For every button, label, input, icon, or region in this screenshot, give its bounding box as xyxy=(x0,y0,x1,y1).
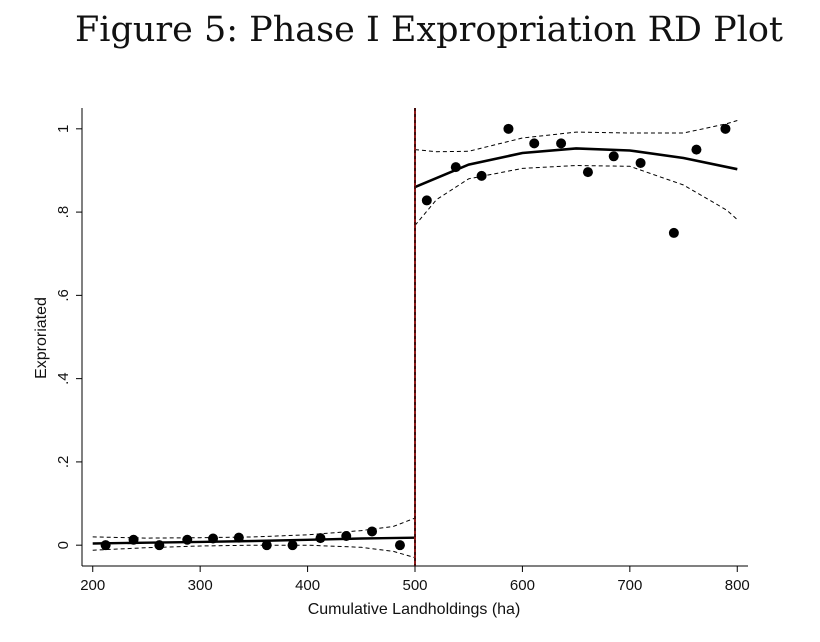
axis-ticks: 200 300 400 500 600 700 800 0 .2 .4 .6 .8 1 xyxy=(55,125,750,594)
x-tick-label: 700 xyxy=(617,577,642,594)
data-point xyxy=(367,526,378,537)
ci-left-upper-line xyxy=(92,517,416,539)
x-axis-label: Cumulative Landholdings (ha) xyxy=(308,601,521,618)
data-point xyxy=(128,534,139,545)
data-point xyxy=(154,540,165,551)
y-tick-label: 1 xyxy=(55,125,72,133)
x-tick-label: 300 xyxy=(188,577,213,594)
data-point xyxy=(529,138,540,149)
data-point xyxy=(261,540,272,551)
data-point xyxy=(450,162,461,173)
data-point xyxy=(691,144,702,155)
data-point xyxy=(421,195,432,206)
x-tick-label: 500 xyxy=(402,577,427,594)
data-point xyxy=(208,533,219,544)
fit-lines xyxy=(92,147,738,545)
data-point xyxy=(315,533,326,544)
y-tick-label: .2 xyxy=(55,456,72,469)
data-point xyxy=(668,227,679,238)
y-axis-label: Exproriated xyxy=(33,297,50,379)
fit-left-line xyxy=(92,536,416,545)
ci-left-lower-line xyxy=(92,544,416,559)
fit-right-line xyxy=(414,147,738,189)
data-point xyxy=(556,138,567,149)
data-point xyxy=(100,540,111,551)
data-point xyxy=(233,532,244,543)
data-point xyxy=(582,167,593,178)
data-point xyxy=(182,534,193,545)
data-point xyxy=(394,540,405,551)
y-tick-label: .6 xyxy=(55,289,72,302)
data-point xyxy=(635,157,646,168)
x-tick-label: 800 xyxy=(725,577,750,594)
x-tick-label: 200 xyxy=(80,577,105,594)
x-tick-label: 400 xyxy=(295,577,320,594)
figure-title: Figure 5: Phase I Expropriation RD Plot xyxy=(75,10,783,50)
confidence-intervals xyxy=(92,120,738,559)
y-tick-label: .8 xyxy=(55,206,72,219)
x-tick-label: 600 xyxy=(510,577,535,594)
y-tick-label: 0 xyxy=(55,541,72,549)
data-point xyxy=(608,151,619,162)
data-point xyxy=(287,540,298,551)
ci-right-lower-line xyxy=(414,164,738,226)
data-point xyxy=(341,531,352,542)
data-point xyxy=(720,123,731,134)
data-point xyxy=(476,170,487,181)
data-point xyxy=(503,123,514,134)
ci-right-upper-line xyxy=(414,120,738,153)
data-points xyxy=(100,123,731,551)
y-tick-label: .4 xyxy=(55,372,72,385)
